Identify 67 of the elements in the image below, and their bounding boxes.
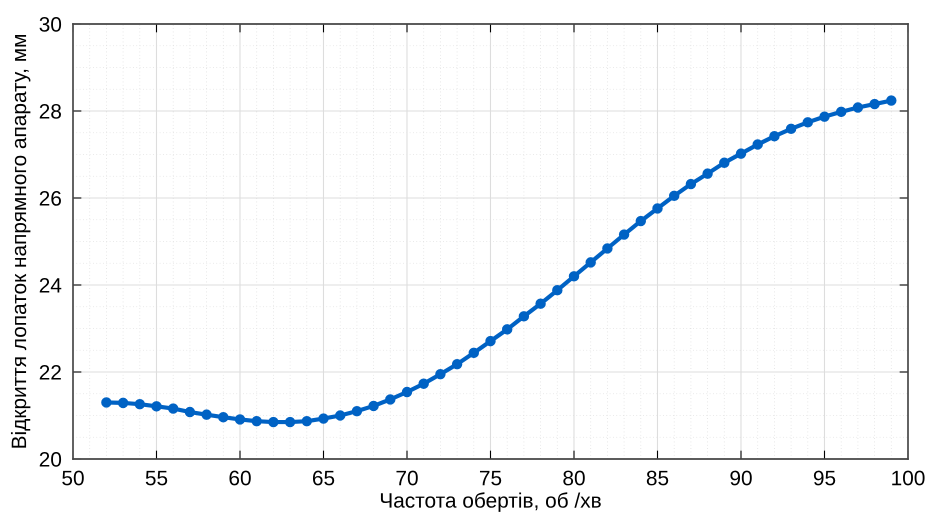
point	[302, 416, 312, 426]
point	[101, 397, 112, 408]
point	[618, 229, 630, 240]
x-tick-label: 100	[892, 470, 925, 486]
point	[284, 416, 296, 428]
point	[752, 139, 763, 150]
x-tick-label: 65	[312, 470, 334, 486]
point	[652, 203, 663, 214]
point	[502, 324, 512, 335]
point	[852, 102, 864, 113]
point	[535, 298, 546, 309]
x-tick-label: 90	[730, 470, 752, 486]
point	[334, 410, 346, 421]
y-axis-title: Відкриття лопаток напрямного апарату, мм	[10, 35, 30, 448]
x-tick-label: 70	[396, 470, 418, 486]
x-tick-label: 60	[229, 470, 251, 486]
point	[134, 398, 146, 410]
y-tick-label: 22	[40, 365, 61, 380]
point	[218, 412, 229, 422]
point	[168, 403, 178, 414]
x-tick-label: 80	[563, 470, 585, 486]
point	[452, 358, 462, 370]
point	[636, 216, 646, 226]
x-tick-label: 75	[480, 470, 502, 486]
point	[368, 400, 379, 412]
point	[251, 416, 262, 426]
x-tick-label: 50	[62, 470, 84, 486]
point	[402, 386, 412, 398]
point	[686, 178, 696, 190]
point	[668, 190, 680, 202]
point	[802, 117, 814, 128]
point	[786, 124, 796, 134]
x-tick-label: 55	[146, 470, 168, 486]
y-tick-label: 28	[40, 104, 61, 119]
point	[118, 398, 128, 408]
point	[836, 106, 846, 118]
point	[585, 257, 596, 268]
point	[201, 409, 212, 420]
point	[719, 158, 730, 168]
y-tick-label: 24	[40, 278, 62, 293]
point	[234, 414, 246, 425]
point	[184, 406, 196, 418]
x-tick-label: 85	[646, 470, 668, 486]
point	[886, 95, 897, 106]
point	[318, 413, 329, 424]
y-tick-label: 20	[40, 452, 62, 467]
point	[602, 243, 613, 254]
point	[819, 111, 830, 122]
point	[736, 148, 746, 159]
point	[485, 336, 496, 346]
point	[869, 98, 880, 110]
point	[702, 168, 713, 179]
point	[518, 311, 530, 322]
point	[268, 416, 279, 428]
y-tick-label: 26	[40, 191, 61, 206]
point	[769, 131, 780, 142]
point	[568, 271, 580, 282]
point	[418, 378, 429, 389]
point	[435, 368, 446, 380]
x-tick-label: 95	[814, 470, 836, 486]
point	[151, 401, 162, 412]
point	[385, 394, 396, 405]
point	[352, 406, 362, 416]
point	[468, 348, 480, 358]
x-axis-title: Частота обертів, об /хв	[380, 492, 601, 512]
y-tick-label: 30	[40, 17, 62, 32]
point	[552, 285, 563, 296]
